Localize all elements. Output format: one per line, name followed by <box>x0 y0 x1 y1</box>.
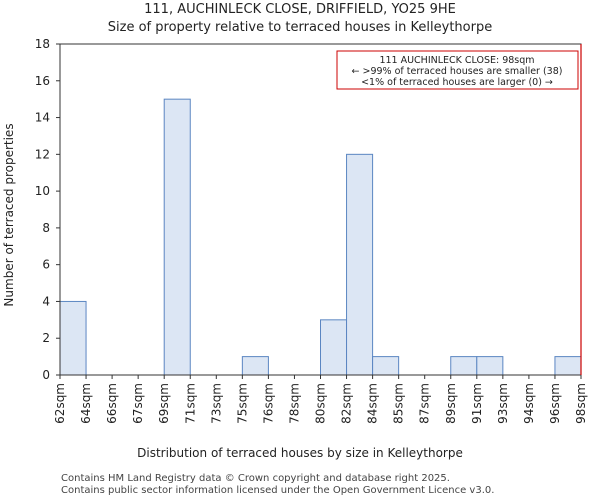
x-tick-label: 66sqm <box>105 383 119 424</box>
y-tick-label: 8 <box>42 221 50 235</box>
chart-subtitle: Size of property relative to terraced ho… <box>107 20 493 35</box>
y-tick-label: 12 <box>35 147 50 161</box>
bar-84sqm <box>372 356 400 376</box>
y-tick-label: 2 <box>42 331 50 345</box>
x-tick-label: 80sqm <box>314 383 328 424</box>
annotation-line-3: <1% of terraced houses are larger (0) → <box>361 77 553 88</box>
x-tick-label: 73sqm <box>209 383 223 424</box>
y-tick-label: 0 <box>42 368 50 382</box>
y-tick-label: 14 <box>35 111 50 125</box>
x-tick-label: 69sqm <box>157 383 171 424</box>
footer-line-2: Contains public sector information licen… <box>61 485 495 496</box>
x-tick-label: 91sqm <box>470 383 484 424</box>
bar-89sqm <box>450 356 478 376</box>
y-tick-label: 10 <box>35 184 50 198</box>
x-tick-label: 89sqm <box>444 383 458 424</box>
x-tick-label: 62sqm <box>53 383 67 424</box>
x-tick-label: 93sqm <box>496 383 510 424</box>
y-tick-label: 4 <box>42 294 50 308</box>
bar-96sqm <box>554 356 582 376</box>
bar-82sqm <box>346 153 374 376</box>
x-tick-label: 78sqm <box>287 383 301 424</box>
annotation-line-1: 111 AUCHINLECK CLOSE: 98sqm <box>379 55 534 66</box>
y-axis-label: Number of terraced properties <box>2 123 16 306</box>
x-tick-label: 82sqm <box>340 383 354 424</box>
x-tick-label: 87sqm <box>418 383 432 424</box>
x-tick-label: 96sqm <box>548 383 562 424</box>
y-tick-label: 6 <box>42 258 50 272</box>
chart-title: 111, AUCHINLECK CLOSE, DRIFFIELD, YO25 9… <box>144 2 456 17</box>
x-axis-label: Distribution of terraced houses by size … <box>137 446 463 460</box>
x-tick-label: 84sqm <box>366 383 380 424</box>
annotation-line-2: ← >99% of terraced houses are smaller (3… <box>352 66 563 77</box>
x-tick-label: 98sqm <box>574 383 588 424</box>
bar-91sqm <box>476 356 504 376</box>
x-tick-label: 75sqm <box>235 383 249 424</box>
y-tick-label: 16 <box>35 74 50 88</box>
bar-69sqm <box>163 98 191 376</box>
footer-line-1: Contains HM Land Registry data © Crown c… <box>61 473 450 484</box>
bar-80sqm <box>320 319 348 376</box>
x-tick-label: 71sqm <box>183 383 197 424</box>
annotation-box <box>336 50 579 90</box>
x-tick-label: 85sqm <box>392 383 406 424</box>
bar-75sqm <box>241 356 269 376</box>
bar-62sqm <box>59 300 87 376</box>
x-tick-label: 76sqm <box>261 383 275 424</box>
x-tick-label: 94sqm <box>522 383 536 424</box>
x-tick-label: 64sqm <box>79 383 93 424</box>
y-tick-label: 18 <box>35 37 50 51</box>
x-tick-label: 67sqm <box>131 383 145 424</box>
